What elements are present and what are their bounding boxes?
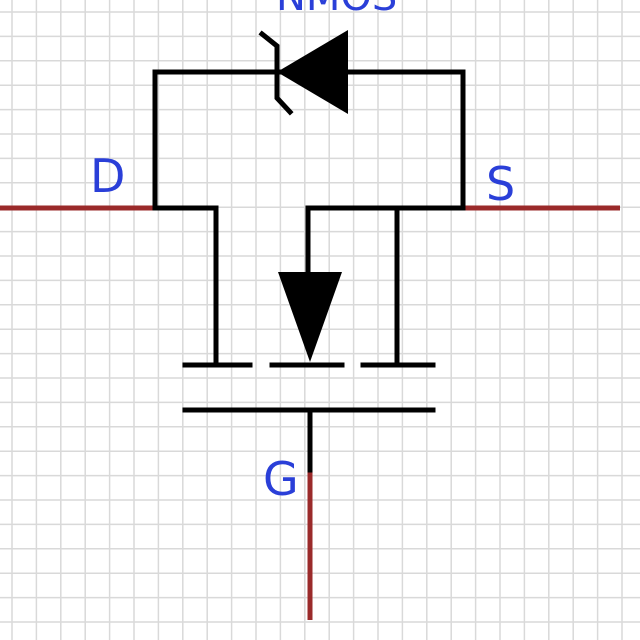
channel-arrow-icon (278, 272, 342, 362)
body-diode-icon (277, 30, 348, 114)
gate-label: G (263, 452, 299, 506)
body-diode-loop (152, 69, 466, 211)
source-label: S (486, 157, 515, 211)
drain-lead (152, 205, 219, 368)
zener-bar (258, 30, 294, 116)
drain-label: D (90, 149, 125, 203)
component-name-label: NMOS (276, 0, 397, 20)
